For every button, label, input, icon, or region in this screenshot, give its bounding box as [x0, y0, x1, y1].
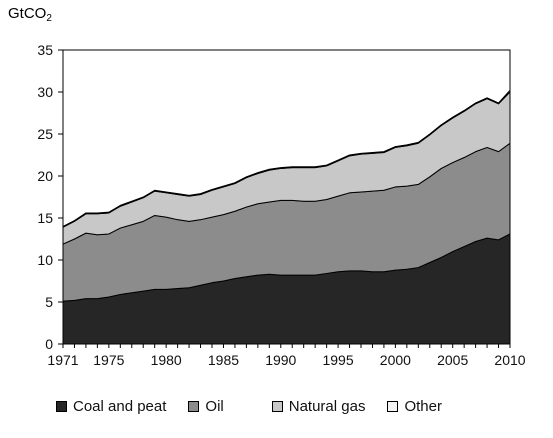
x-axis: 1971 1975 1980 1985 1990 1995 2000 2005 2010: [47, 344, 526, 368]
legend-swatch-other: [387, 401, 399, 412]
legend-label-other: Other: [404, 398, 442, 415]
legend-label-coal: Coal and peat: [73, 398, 167, 415]
y-tick-label: 30: [37, 84, 53, 100]
x-tick-label: 1971: [47, 352, 78, 368]
y-tick-label: 10: [37, 252, 53, 268]
plot-frame: [62, 49, 511, 345]
x-tick-label: 1980: [151, 352, 182, 368]
x-tick-label: 1990: [265, 352, 296, 368]
y-axis-unit-label: GtCO2: [8, 5, 52, 24]
plot-frame-group: [62, 49, 511, 345]
y-axis: 0 5 10 15 20 25 30 35: [37, 42, 63, 352]
unit-label-subscript: 2: [46, 13, 52, 24]
unit-label-text: GtCO: [8, 5, 47, 22]
y-tick-label: 5: [45, 294, 53, 310]
legend-swatch-oil: [188, 401, 200, 412]
legend: Coal and peat Oil Natural gas Other: [56, 398, 464, 415]
y-tick-label: 15: [37, 210, 53, 226]
legend-item-oil: Oil: [188, 398, 224, 415]
legend-label-natural-gas: Natural gas: [288, 398, 366, 415]
x-tick-label: 1985: [208, 352, 239, 368]
legend-item-natural-gas: Natural gas: [271, 398, 366, 415]
legend-swatch-coal: [56, 401, 67, 412]
x-tick-label: 2010: [494, 352, 525, 368]
x-tick-label: 2005: [437, 352, 468, 368]
legend-swatch-natural-gas: [271, 401, 283, 412]
x-tick-label: 1995: [322, 352, 353, 368]
y-tick-label: 25: [37, 126, 53, 142]
area-series-group: [62, 89, 511, 345]
legend-item-coal: Coal and peat: [56, 398, 166, 415]
y-tick-label: 0: [45, 336, 53, 352]
legend-label-oil: Oil: [205, 398, 224, 415]
legend-item-other: Other: [387, 398, 442, 415]
x-tick-label: 1975: [93, 352, 124, 368]
y-tick-label: 20: [37, 168, 53, 184]
y-tick-label: 35: [37, 42, 53, 58]
x-tick-label: 2000: [380, 352, 411, 368]
